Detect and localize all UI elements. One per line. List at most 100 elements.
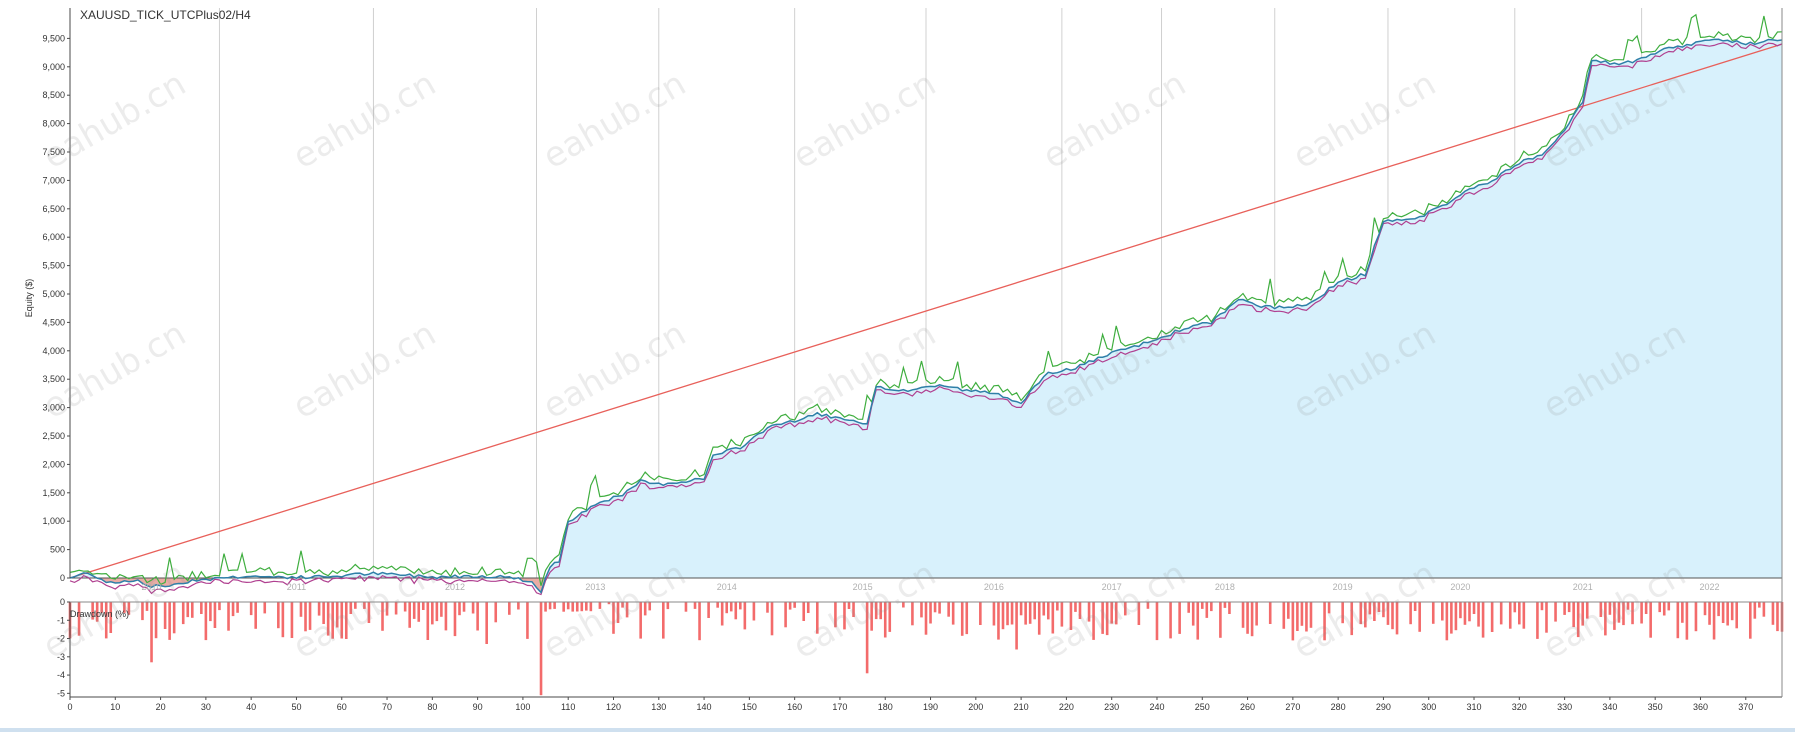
drawdown-bar: [1019, 602, 1023, 616]
drawdown-bar: [1622, 602, 1625, 626]
drawdown-bar: [1092, 602, 1095, 640]
drawdown-bar: [911, 602, 914, 626]
drawdown-bar: [752, 602, 756, 621]
year-label: 2013: [585, 582, 605, 592]
drawdown-bar: [1771, 602, 1775, 625]
drawdown-bar: [340, 602, 344, 639]
y-tick-label: 9,000: [42, 62, 65, 72]
x-tick-label: 170: [832, 702, 847, 712]
drawdown-bar: [1155, 602, 1159, 641]
drawdown-bar: [1708, 602, 1711, 625]
year-label: 2022: [1700, 582, 1720, 592]
y-tick-label: 2,000: [42, 459, 65, 469]
drawdown-bar: [1069, 602, 1073, 630]
drawdown-bar: [888, 602, 892, 632]
drawdown-bar: [1391, 602, 1394, 630]
y-tick-label: 5,000: [42, 289, 65, 299]
drawdown-bar: [1386, 602, 1390, 625]
drawdown-bar: [1481, 602, 1485, 638]
x-tick-label: 220: [1059, 702, 1074, 712]
drawdown-bar: [621, 602, 624, 608]
drawdown-bar: [1359, 602, 1363, 625]
x-tick-label: 230: [1104, 702, 1119, 712]
drawdown-bar: [254, 602, 257, 629]
drawdown-bar: [598, 602, 602, 609]
drawdown-bar: [716, 602, 719, 608]
drawdown-bar: [1074, 602, 1077, 612]
drawdown-bar: [1445, 602, 1449, 641]
dd-y-tick-label: -1: [57, 615, 65, 625]
drawdown-bar: [1608, 602, 1612, 615]
x-tick-label: 340: [1602, 702, 1617, 712]
drawdown-bar: [1563, 602, 1566, 615]
x-tick-label: 370: [1738, 702, 1753, 712]
drawdown-bar: [1010, 602, 1014, 625]
drawdown-bar: [1033, 602, 1036, 620]
drawdown-bar: [585, 602, 588, 611]
drawdown-bar: [720, 602, 724, 626]
x-tick-label: 240: [1149, 702, 1164, 712]
drawdown-bar: [200, 602, 203, 614]
drawdown-bar: [1599, 602, 1603, 617]
drawdown-bar: [1536, 602, 1539, 639]
drawdown-bar: [1681, 602, 1684, 623]
series-line-balance: [69, 38, 1783, 594]
drawdown-bar: [1545, 602, 1548, 633]
drawdown-bar: [1540, 602, 1544, 611]
drawdown-bar: [1364, 602, 1367, 628]
drawdown-bar: [729, 602, 733, 612]
x-tick-label: 190: [923, 702, 938, 712]
drawdown-bar: [213, 602, 217, 628]
y-tick-label: 6,500: [42, 204, 65, 214]
drawdown-bar: [1377, 602, 1381, 612]
drawdown-bar: [421, 602, 425, 610]
drawdown-bar: [802, 602, 806, 621]
drawdown-bar: [145, 602, 149, 611]
drawdown-bar: [947, 602, 950, 617]
drawdown-bar: [1137, 602, 1141, 625]
window-bottom-edge: [0, 728, 1795, 732]
drawdown-bar: [104, 602, 108, 639]
drawdown-bar: [304, 602, 307, 632]
year-label: 2018: [1215, 582, 1235, 592]
drawdown-bar: [612, 602, 615, 634]
drawdown-bar: [526, 602, 529, 639]
drawdown-bar: [381, 602, 384, 631]
drawdown-bar: [100, 602, 104, 613]
drawdown-bar: [95, 602, 99, 622]
drawdown-bar: [1721, 602, 1725, 623]
drawdown-bar: [693, 602, 697, 609]
drawdown-bar: [485, 602, 488, 644]
drawdown-bar: [1196, 602, 1200, 640]
drawdown-bar: [1658, 602, 1662, 613]
drawdown-bar: [367, 602, 371, 623]
series-line-equity-high: [69, 13, 1783, 586]
drawdown-bar: [1006, 602, 1009, 626]
drawdown-bar: [874, 602, 878, 620]
drawdown-bar: [1015, 602, 1018, 650]
drawdown-bar: [123, 602, 126, 613]
drawdown-bar: [1046, 602, 1050, 620]
drawdown-bar: [1210, 602, 1213, 612]
year-label: 2019: [1333, 582, 1353, 592]
dd-y-tick-label: -5: [57, 688, 65, 698]
x-tick-label: 110: [561, 702, 575, 712]
drawdown-bar: [770, 602, 774, 636]
drawdown-bar: [865, 602, 869, 674]
drawdown-bar: [186, 602, 190, 618]
drawdown-bar: [1472, 602, 1476, 614]
equity-area-fill: [70, 39, 1782, 579]
drawdown-bar: [1205, 602, 1209, 618]
drawdown-bar: [743, 602, 747, 630]
drawdown-bar: [431, 602, 434, 625]
drawdown-bar: [698, 602, 701, 641]
x-tick-label: 10: [110, 702, 120, 712]
drawdown-bar: [141, 602, 144, 621]
x-tick-label: 80: [427, 702, 437, 712]
drawdown-bar: [1024, 602, 1027, 625]
drawdown-bar: [1753, 602, 1757, 619]
y-tick-label: 1,000: [42, 516, 65, 526]
drawdown-bar: [1604, 602, 1607, 636]
drawdown-bar: [1246, 602, 1249, 634]
drawdown-bar: [1662, 602, 1666, 616]
